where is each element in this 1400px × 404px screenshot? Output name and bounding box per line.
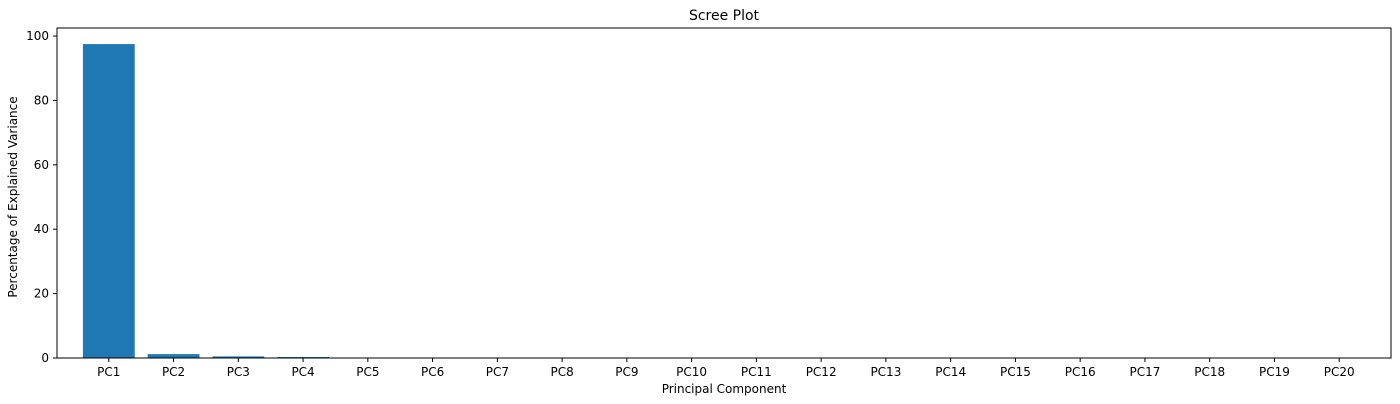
x-tick-label: PC12 (806, 365, 837, 379)
y-tick-label: 60 (34, 158, 49, 172)
y-tick-label: 20 (34, 287, 49, 301)
x-axis-title: Principal Component (662, 382, 787, 396)
plot-frame (56, 27, 1392, 359)
x-tick-label: PC10 (676, 365, 707, 379)
x-tick-label: PC19 (1259, 365, 1290, 379)
x-tick-label: PC14 (935, 365, 966, 379)
bar-pc3 (212, 356, 265, 358)
x-tick-label: PC6 (421, 365, 444, 379)
y-tick-label: 40 (34, 222, 49, 236)
x-tick-label: PC16 (1065, 365, 1096, 379)
x-tick-label: PC4 (291, 365, 314, 379)
bar-pc2 (147, 354, 200, 358)
x-axis-ticks: PC1 PC2 PC3 PC4 PC5 PC6 PC7 PC8 PC9 PC10 PC11 PC12 P… (97, 358, 1355, 379)
x-tick-label: PC2 (162, 365, 185, 379)
x-tick-label: PC13 (870, 365, 901, 379)
x-tick-label: PC1 (97, 365, 120, 379)
x-tick-label: PC17 (1129, 365, 1160, 379)
y-tick-label: 100 (26, 29, 49, 43)
y-tick-label: 80 (34, 93, 49, 107)
bars-group (82, 44, 1171, 358)
x-tick-label: PC20 (1324, 365, 1355, 379)
x-tick-label: PC18 (1194, 365, 1225, 379)
bar-pc1 (82, 44, 135, 358)
chart-title: Scree Plot (689, 8, 760, 24)
y-axis-ticks: 0 20 40 60 80 100 (26, 29, 57, 365)
x-tick-label: PC11 (741, 365, 772, 379)
x-tick-label: PC8 (550, 365, 573, 379)
x-tick-label: PC15 (1000, 365, 1031, 379)
x-tick-label: PC7 (486, 365, 509, 379)
x-tick-label: PC9 (615, 365, 638, 379)
x-tick-label: PC3 (227, 365, 250, 379)
x-tick-label: PC5 (356, 365, 379, 379)
y-tick-label: 0 (41, 351, 49, 365)
y-axis-title: Percentage of Explained Variance (6, 96, 20, 297)
